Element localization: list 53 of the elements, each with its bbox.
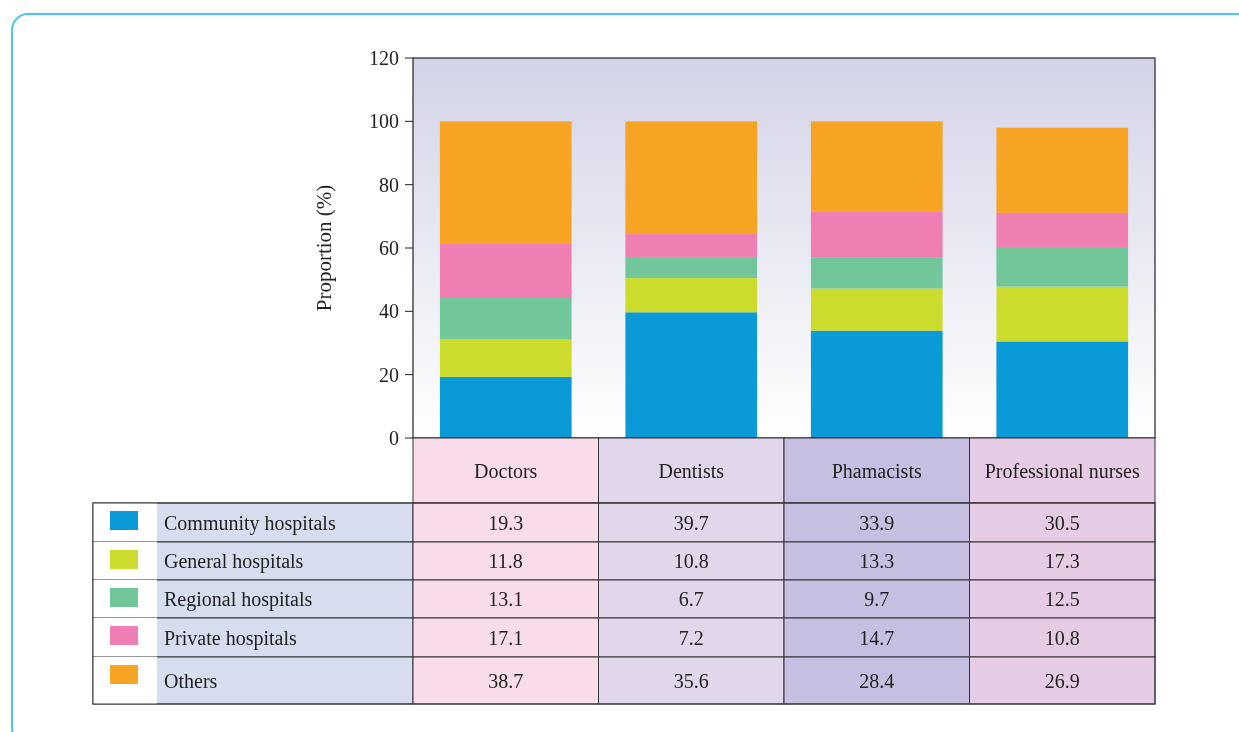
data-label: 30.5 [1044,511,1080,534]
bar [996,286,1129,342]
bar [439,298,572,340]
bar [625,121,758,235]
y-tick-label: 40 [379,300,399,323]
data-label: 10.8 [1044,626,1080,649]
data-label: 6.7 [678,588,704,610]
legend-label: Community hospitals [164,511,336,535]
data-label: 33.9 [859,511,895,534]
x-tick-label: Doctors [474,459,538,482]
x-tick-label: Dentists [658,459,725,482]
legend-label: General hospitals [164,550,304,573]
bar [439,339,572,377]
y-axis-title: Proportion (%) [312,184,336,312]
data-label: 26.9 [1044,669,1080,692]
data-label: 28.4 [859,669,895,692]
bar [810,257,943,289]
data-label: 12.5 [1044,588,1080,610]
data-label: 17.1 [488,626,524,649]
data-label: 35.6 [673,669,709,692]
y-tick-label: 60 [379,237,399,259]
legend-label: Others [164,669,218,692]
data-label: 19.3 [488,511,524,534]
data-label: 13.3 [859,550,895,572]
x-tick-label: Phamacists [831,459,922,482]
data-label: 7.2 [678,626,704,649]
legend-label: Private hospitals [164,626,297,650]
data-label: 10.8 [673,550,709,572]
bar [996,212,1129,248]
y-tick-label: 20 [379,363,399,386]
bar [625,278,758,313]
data-label: 13.1 [488,588,524,610]
data-label: 14.7 [859,626,895,649]
y-tick-label: 80 [379,173,399,196]
bar [996,247,1129,287]
y-tick-label: 120 [369,47,399,69]
bar [810,121,943,212]
bar [625,256,758,279]
bar [439,243,572,299]
data-label: 9.7 [864,588,890,610]
bar [810,288,943,331]
y-tick-label: 100 [369,110,399,133]
data-label: 38.7 [488,669,524,692]
bar [625,234,758,257]
bar [996,127,1129,213]
data-label: 11.8 [488,550,523,572]
x-tick-label: Professional nurses [984,459,1140,482]
y-tick-label: 0 [389,427,399,449]
bar [810,211,943,258]
data-label: 39.7 [673,511,709,534]
bar [439,121,572,244]
data-label: 17.3 [1044,550,1080,572]
legend-label: Regional hospitals [164,588,313,611]
